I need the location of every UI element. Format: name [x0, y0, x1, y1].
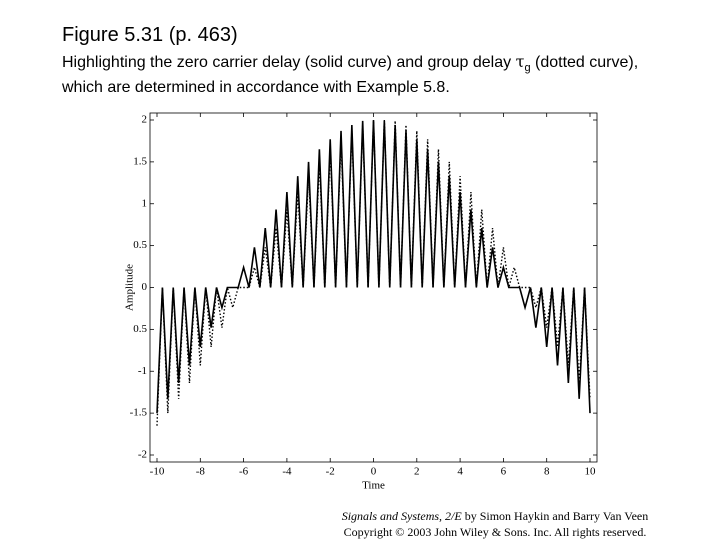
series-line — [156, 119, 591, 426]
x-axis-label: Time — [362, 480, 385, 492]
x-tick-label: 4 — [457, 466, 463, 478]
caption-subscript: g — [524, 62, 531, 75]
x-tick-label: -10 — [150, 466, 165, 478]
x-tick-label: 8 — [544, 466, 550, 478]
y-tick-label: -1.5 — [130, 407, 148, 419]
caption-symbol: τ — [515, 52, 525, 71]
caption: Highlighting the zero carrier delay (sol… — [62, 52, 682, 98]
y-tick-label: -1 — [138, 365, 147, 377]
x-tick-label: -6 — [239, 466, 249, 478]
x-tick-label: 10 — [585, 466, 597, 478]
y-tick-label: 0 — [142, 281, 148, 293]
caption-text: (dotted curve), which are determined in … — [62, 54, 639, 97]
y-tick-label: -2 — [138, 449, 147, 461]
x-tick-label: -8 — [196, 466, 206, 478]
y-tick-label: 0.5 — [133, 323, 147, 335]
y-tick-label: 0.5 — [133, 239, 147, 251]
series-line — [156, 119, 591, 414]
book-title: Signals and Systems, 2/E — [341, 509, 462, 523]
caption-text: Highlighting the zero carrier delay (sol… — [62, 54, 516, 71]
y-axis-label: Amplitude — [124, 264, 136, 311]
x-tick-label: -4 — [282, 466, 292, 478]
y-tick-label: 1.5 — [133, 155, 147, 167]
authors: by Simon Haykin and Barry Van Veen — [461, 509, 649, 523]
y-tick-label: 2 — [142, 114, 148, 126]
credit: Signals and Systems, 2/E by Simon Haykin… — [300, 508, 690, 540]
copyright: Copyright © 2003 John Wiley & Sons. Inc.… — [343, 525, 647, 539]
x-tick-label: 2 — [414, 466, 420, 478]
slide-title: Figure 5.31 (p. 463) — [62, 24, 238, 46]
x-tick-label: -2 — [326, 466, 335, 478]
y-tick-label: 1 — [142, 197, 148, 209]
credit-line: Signals and Systems, 2/E by Simon Haykin… — [300, 508, 690, 524]
x-tick-label: 0 — [371, 466, 377, 478]
x-tick-label: 6 — [501, 466, 507, 478]
